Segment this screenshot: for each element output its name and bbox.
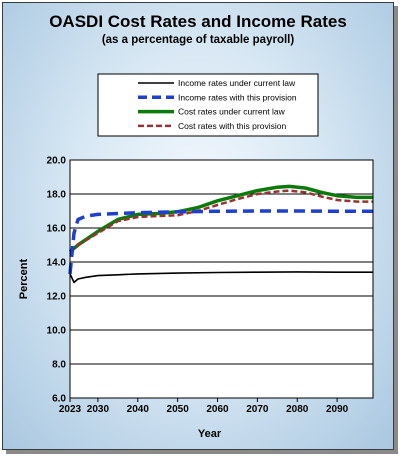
- y-tick-label: 16.0: [47, 224, 67, 235]
- plot-border: [69, 159, 374, 399]
- legend-label-3: Cost rates under current law: [178, 107, 286, 117]
- x-tick-label: 2030: [87, 404, 110, 415]
- series-line-2: [68, 209, 373, 275]
- x-tick-label: 2070: [246, 404, 269, 415]
- legend-label-2: Income rates with this provision: [178, 92, 297, 102]
- x-tick-label: 2023: [59, 404, 82, 415]
- x-tick-label: 2050: [167, 404, 190, 415]
- line-chart: Income rates under current law Income rat…: [18, 73, 374, 440]
- legend-label-1: Income rates under current law: [178, 78, 296, 88]
- y-tick-label: 8.0: [52, 360, 66, 371]
- x-tick-label: 2090: [326, 404, 349, 415]
- y-tick-label: 18.0: [47, 190, 67, 201]
- plot-background: [70, 160, 373, 398]
- axes: 6.0 8.0 10.0 12.0 14.0 16.0 18.0 20.0 2023 2030 20…: [18, 156, 374, 440]
- y-tick-label: 14.0: [47, 258, 67, 269]
- chart-subtitle: (as a percentage of taxable payroll): [101, 34, 295, 46]
- legend-box: [97, 73, 319, 137]
- plot-area: [68, 159, 373, 399]
- x-tick-label: 2080: [286, 404, 309, 415]
- legend-label-4: Cost rates with this provision: [178, 121, 286, 131]
- x-tick-label: 2060: [206, 404, 229, 415]
- y-tick-label: 20.0: [47, 156, 67, 167]
- y-axis-title: Percent: [18, 258, 30, 299]
- chart-frame: OASDI Cost Rates and Income Rates (as a …: [2, 2, 394, 450]
- x-axis-title: Year: [198, 428, 222, 440]
- y-tick-label: 6.0: [52, 394, 66, 405]
- series-line-3: [68, 184, 373, 254]
- y-tick-label: 10.0: [47, 326, 67, 337]
- y-tick-label: 12.0: [47, 292, 67, 303]
- series-line-1: [69, 271, 373, 284]
- x-tick-label: 2040: [127, 404, 150, 415]
- legend: Income rates under current law Income rat…: [97, 73, 319, 137]
- chart-title: OASDI Cost Rates and Income Rates: [49, 12, 347, 31]
